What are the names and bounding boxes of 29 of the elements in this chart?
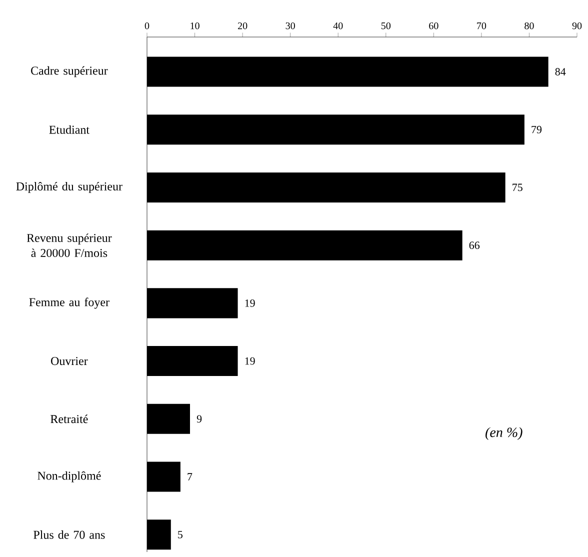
y-tick-label: Retraité (50, 414, 88, 424)
x-tick-label: 40 (333, 22, 343, 30)
y-tick-label: Etudiant (49, 125, 90, 134)
y-tick-label: Diplômé du supérieur (16, 182, 122, 193)
y-tick-label: Femme au foyer (29, 298, 110, 309)
data-label: 79 (532, 126, 542, 134)
data-label: 75 (512, 184, 522, 192)
data-label: 84 (555, 68, 566, 76)
x-tick-label: 0 (144, 22, 150, 30)
data-label: 7 (188, 473, 192, 480)
x-tick-label: 10 (190, 22, 200, 30)
annotation: (en %) (486, 427, 522, 440)
x-tick-label: 50 (381, 22, 391, 30)
x-tick-label: 30 (286, 22, 295, 30)
y-tick-label: Revenu supérieur à 20000 F/mois (26, 234, 112, 258)
y-tick-label: Non-diplômé (38, 471, 101, 482)
x-tick-label: 80 (524, 22, 534, 30)
x-tick-label: 60 (429, 22, 438, 30)
data-label: 19 (245, 357, 255, 365)
y-tick-label: Cadre supérieur (31, 66, 108, 78)
x-tick-label: 20 (238, 22, 248, 30)
x-tick-label: 70 (477, 22, 486, 30)
data-label: 19 (245, 300, 255, 307)
x-tick-label: 90 (572, 22, 582, 30)
y-tick-label: Ouvrier (51, 357, 88, 366)
data-label: 5 (178, 530, 182, 538)
data-label: 66 (469, 242, 480, 250)
y-tick-label: Plus de 70 ans (34, 530, 105, 539)
data-label: 9 (196, 415, 202, 423)
